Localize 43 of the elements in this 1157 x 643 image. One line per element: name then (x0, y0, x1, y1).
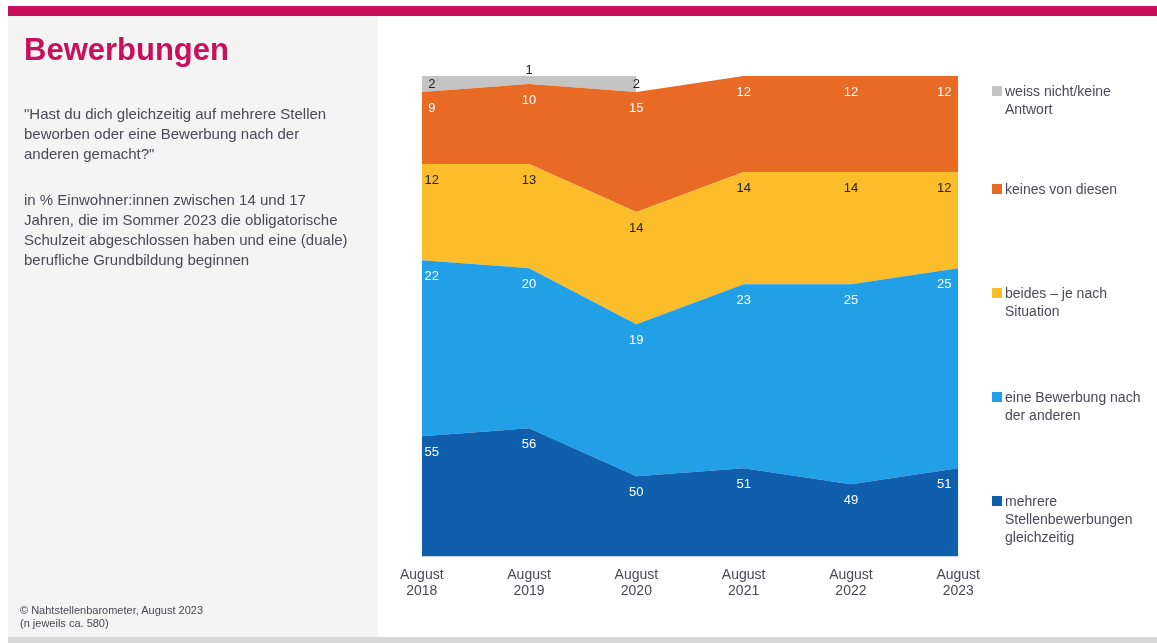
data-label: 12 (936, 83, 952, 99)
legend-label: keines von diesen (1005, 180, 1119, 199)
data-label: 55 (424, 443, 440, 459)
chart-title: Bewerbungen (24, 32, 229, 68)
data-label: 23 (736, 291, 751, 307)
data-label: 22 (424, 267, 440, 283)
data-label: 25 (843, 291, 859, 307)
data-label: 2 (428, 75, 436, 91)
data-label: 14 (629, 219, 644, 235)
data-label: 14 (843, 179, 859, 195)
x-tick-label: August 2023 (936, 565, 981, 599)
data-label: 12 (424, 171, 440, 187)
data-label: 49 (843, 491, 859, 507)
x-tick-label: August 2022 (829, 565, 873, 599)
text: © Nahtstellenbarometer, August 2023 (20, 604, 203, 617)
x-tick-label: August 2018 (400, 565, 444, 599)
data-label: 10 (521, 91, 537, 107)
data-label: 25 (936, 275, 952, 291)
data-label: 12 (936, 179, 952, 195)
text: "Hast du dich gleichzeitig auf mehrere Stellen beworben oder eine Bewerbung nach der anderen gemacht?" (24, 104, 328, 164)
x-tick-label: August 2019 (507, 565, 551, 599)
data-label: 1 (525, 61, 533, 77)
data-label: 20 (521, 275, 537, 291)
x-tick-label: August 2021 (721, 565, 766, 599)
legend-label: eine Bewerbung nach der anderen (1005, 387, 1142, 424)
data-label: 13 (521, 171, 537, 187)
data-label: 14 (736, 179, 751, 195)
legend-label: weiss nicht/keine Antwort (1005, 81, 1112, 118)
data-label: 2 (632, 75, 640, 91)
legend-label: beides – je nach Situation (1005, 284, 1108, 321)
data-label: 19 (629, 331, 644, 347)
data-label: 9 (428, 99, 436, 115)
legend-label: mehrere Stellenbewerbungen gleichzeitig (1005, 491, 1134, 546)
data-label: 56 (521, 435, 537, 451)
data-label: 15 (629, 99, 644, 115)
data-label: 12 (736, 83, 751, 99)
data-label: 51 (936, 475, 952, 491)
y-axis-title: in % Einwohner:innen zwischen 14 und 17 Jahren, die im Sommer 2023 die obligatorische Schulzeit abgeschlossen haben und eine (duale) berufliche Grundbildung beginnen (24, 190, 349, 270)
data-label: 50 (629, 483, 644, 499)
data-label: 51 (736, 475, 751, 491)
text: (n jeweils ca. 580) (20, 617, 110, 630)
x-tick-label: August 2020 (614, 565, 659, 599)
data-label: 12 (843, 83, 859, 99)
